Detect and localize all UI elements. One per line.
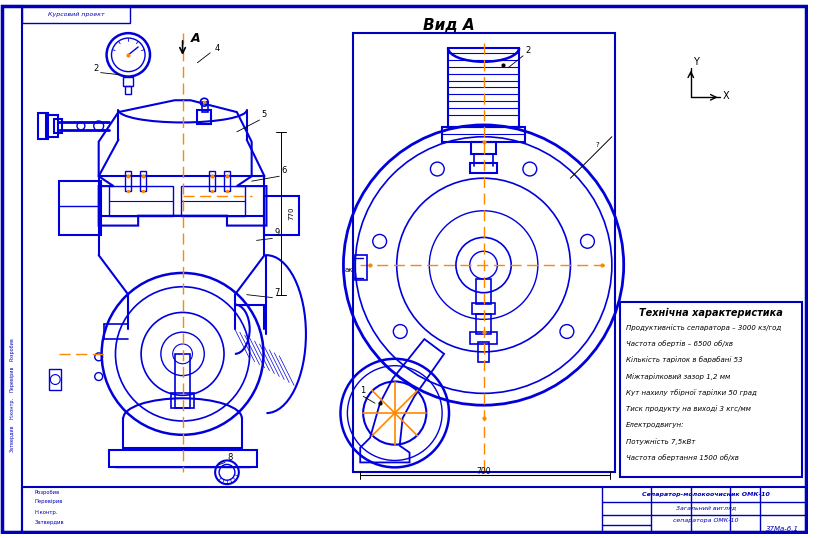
Text: Вид A: Вид A: [423, 18, 475, 33]
Text: 2: 2: [93, 63, 99, 73]
Text: 6: 6: [281, 166, 287, 175]
Bar: [181, 186, 245, 216]
Text: 7: 7: [274, 288, 280, 296]
Bar: [470, 164, 497, 173]
Bar: [476, 279, 491, 303]
Bar: [448, 48, 519, 127]
Text: 5: 5: [261, 110, 267, 119]
Bar: [265, 196, 299, 236]
Bar: [442, 127, 525, 141]
Bar: [202, 102, 208, 112]
Bar: [125, 87, 131, 94]
Text: Затвердив: Затвердив: [34, 520, 64, 525]
Text: Перевірив: Перевірив: [9, 365, 15, 392]
Bar: [124, 76, 133, 87]
Text: Сепаратор-молокоочисник ОМК-10: Сепаратор-молокоочисник ОМК-10: [641, 492, 770, 498]
Text: Електродвигун:: Електродвигун:: [626, 422, 684, 428]
Text: 37Ма-6.1: 37Ма-6.1: [766, 526, 799, 532]
Text: ?: ?: [595, 141, 599, 147]
Text: Розробив: Розробив: [9, 337, 15, 361]
Text: Курсовий проект: Курсовий проект: [48, 12, 104, 17]
Bar: [140, 171, 146, 191]
Text: Н.контр.: Н.контр.: [9, 397, 15, 419]
Text: 4: 4: [214, 44, 219, 53]
Bar: [477, 342, 490, 362]
Bar: [109, 186, 173, 216]
Text: Перевірив: Перевірив: [34, 499, 63, 505]
Bar: [38, 113, 48, 139]
Text: Частота обертання 1500 об/хв: Частота обертання 1500 об/хв: [626, 454, 739, 461]
Bar: [47, 115, 58, 137]
Text: Частота обертів – 6500 об/хв: Частота обертів – 6500 об/хв: [626, 340, 733, 347]
Bar: [620, 302, 803, 477]
Text: 700: 700: [477, 467, 491, 476]
Text: Розробив: Розробив: [34, 490, 60, 494]
Bar: [22, 487, 806, 533]
Bar: [355, 255, 367, 280]
Bar: [125, 171, 131, 191]
Bar: [470, 332, 497, 344]
Bar: [59, 181, 101, 236]
Text: Затвердив: Затвердив: [9, 424, 15, 451]
Text: сепаратора ОМК-10: сепаратора ОМК-10: [673, 518, 739, 523]
Bar: [197, 110, 211, 124]
Text: Кількість тарілок в барабані 53: Кількість тарілок в барабані 53: [626, 356, 742, 363]
Text: X: X: [722, 91, 729, 101]
Text: 8: 8: [227, 454, 233, 463]
Text: Y: Y: [693, 56, 699, 67]
Bar: [471, 141, 496, 153]
Text: Продуктивність сепаратора – 3000 кз/год: Продуктивність сепаратора – 3000 кз/год: [626, 324, 781, 331]
Text: 770: 770: [288, 207, 294, 221]
Text: Кут нахилу тбірної тарілки 50 град: Кут нахилу тбірної тарілки 50 град: [626, 389, 757, 396]
Bar: [109, 450, 256, 468]
Text: Потужність 7,5кВт: Потужність 7,5кВт: [626, 438, 695, 445]
Bar: [22, 5, 130, 23]
Text: Тиск продукту на виході 3 кгс/мм: Тиск продукту на виході 3 кгс/мм: [626, 405, 750, 412]
Text: Технічна характеристика: Технічна характеристика: [639, 308, 783, 318]
Text: Н.контр.: Н.контр.: [34, 510, 58, 515]
Bar: [170, 393, 194, 408]
Text: Міжтарілковий зазор 1,2 мм: Міжтарілковий зазор 1,2 мм: [626, 373, 730, 379]
Text: A: A: [191, 32, 200, 45]
Bar: [224, 171, 230, 191]
Text: 2: 2: [525, 46, 530, 55]
Bar: [209, 171, 215, 191]
Bar: [476, 314, 491, 334]
Text: 1: 1: [360, 386, 365, 395]
Bar: [472, 302, 495, 314]
Text: ак: ак: [345, 267, 353, 273]
Bar: [2, 5, 22, 533]
Bar: [353, 33, 615, 472]
Text: 9: 9: [274, 229, 279, 237]
Bar: [49, 369, 61, 391]
Bar: [174, 354, 191, 408]
Text: Загальний вигляд: Загальний вигляд: [676, 505, 735, 511]
Bar: [54, 119, 62, 133]
